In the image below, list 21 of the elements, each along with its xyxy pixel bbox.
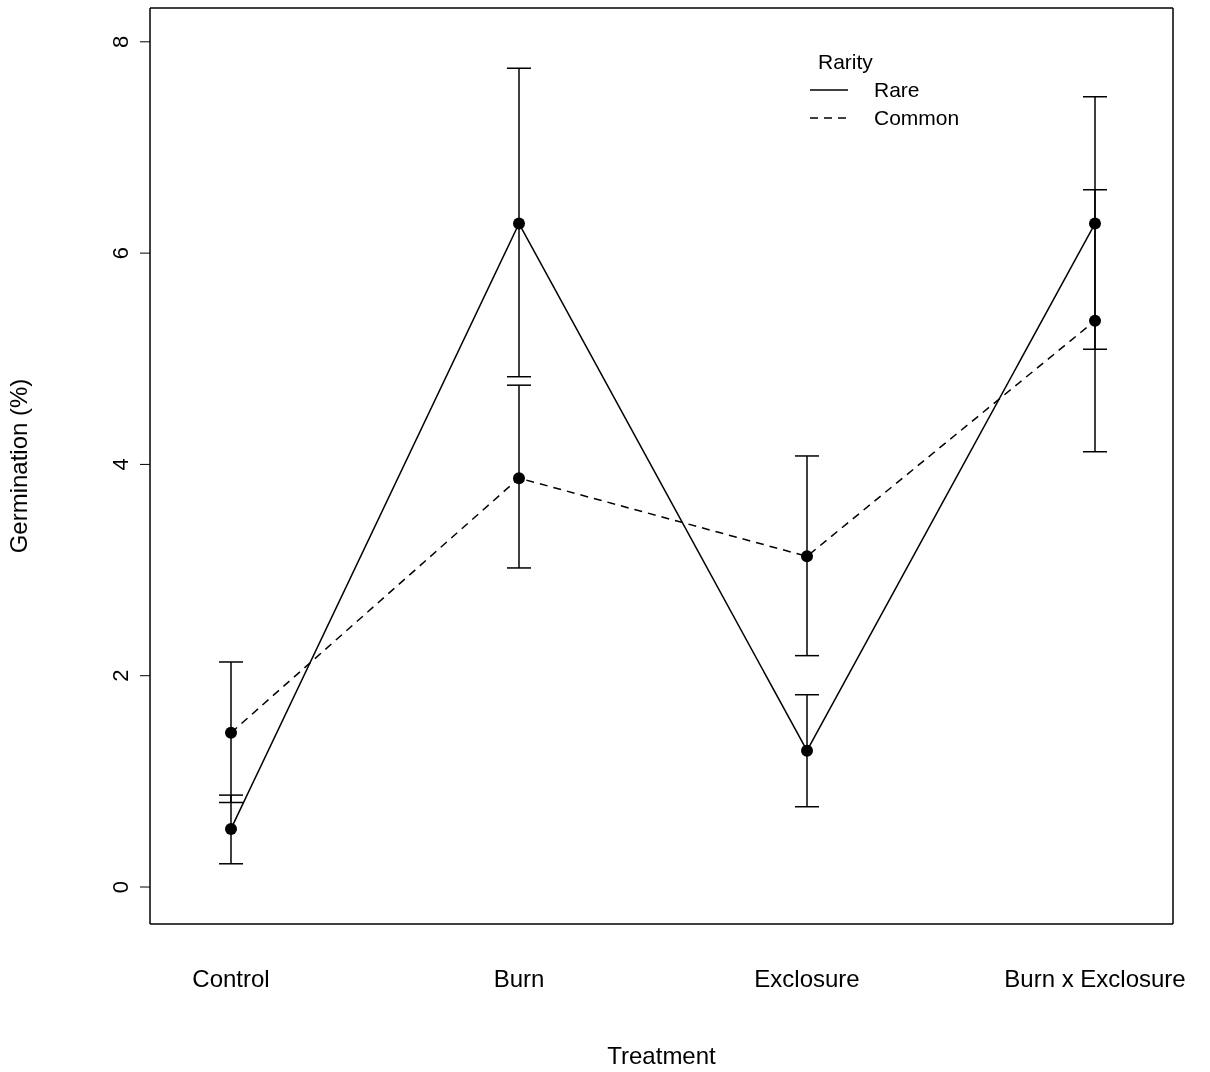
point [801, 744, 813, 757]
point [513, 472, 525, 485]
x-tick-label: Burn x Exclosure [1004, 965, 1186, 993]
legend-label: Common [874, 105, 960, 131]
point [225, 822, 237, 835]
x-tick-label: Exclosure [754, 965, 860, 993]
y-tick-label: 6 [108, 246, 133, 260]
y-axis-title: Germination (%) [4, 378, 32, 554]
x-axis-title: Treatment [607, 1042, 717, 1069]
y-tick-label: 0 [108, 880, 133, 894]
point [801, 550, 813, 563]
x-tick-label: Burn [493, 965, 545, 993]
y-tick-label: 4 [108, 458, 133, 471]
legend-label: Rare [874, 77, 920, 103]
y-tick-label: 8 [108, 35, 133, 48]
y-tick-label: 2 [108, 669, 133, 682]
legend-title: Rarity [818, 49, 874, 75]
point [513, 217, 525, 230]
point [1089, 314, 1101, 327]
point [225, 726, 237, 739]
x-tick-label: Control [192, 965, 270, 993]
